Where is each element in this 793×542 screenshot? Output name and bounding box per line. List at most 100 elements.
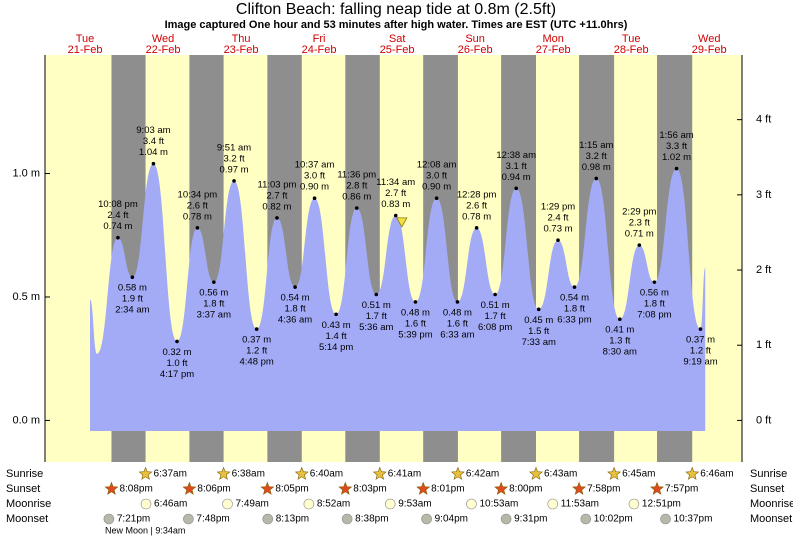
y2-tick-label: 1 ft <box>756 339 771 351</box>
extreme-label: 3.4 ft <box>143 136 164 147</box>
event-time: 10:53am <box>479 499 518 510</box>
extreme-label: 3.1 ft <box>506 161 527 172</box>
moonset-icon <box>500 513 512 525</box>
moonrise-icon <box>547 498 559 510</box>
day-name: Tue <box>76 33 95 45</box>
event-time: 6:46am <box>700 469 733 480</box>
extreme-label: 1:15 am <box>579 140 613 151</box>
extreme-label: 1.3 ft <box>609 336 630 347</box>
extreme-label: 0.90 m <box>422 182 451 193</box>
extreme-label: 3.0 ft <box>426 171 447 182</box>
row-label: Sunset <box>750 483 784 495</box>
row-label: Moonrise <box>750 498 793 510</box>
event-time: 6:42am <box>466 469 499 480</box>
extreme-label: 9:19 am <box>683 357 717 368</box>
moonrise-icon <box>384 498 396 510</box>
extreme-point <box>572 285 577 289</box>
extreme-label: 10:34 pm <box>178 189 218 200</box>
extreme-label: 0.54 m <box>560 293 589 304</box>
event-time: 8:05pm <box>275 484 308 495</box>
day-date: 21-Feb <box>68 44 103 56</box>
extreme-label: 3:37 am <box>197 310 231 321</box>
extreme-label: 2.4 ft <box>107 210 128 221</box>
event-time: 6:38am <box>232 469 265 480</box>
extreme-label: 0.56 m <box>199 288 228 299</box>
moon-phase-note: New Moon | 9:34am <box>105 525 185 535</box>
extreme-label: 0.98 m <box>582 162 611 173</box>
extreme-label: 12:28 pm <box>457 189 497 200</box>
sun-icon <box>450 466 465 480</box>
day-name: Sun <box>465 33 485 45</box>
day-name: Thu <box>232 33 251 45</box>
y2-tick-label: 2 ft <box>756 264 771 276</box>
extreme-label: 0.74 m <box>103 221 132 232</box>
extreme-label: 8:30 am <box>603 347 637 358</box>
event-time: 8:06pm <box>197 484 230 495</box>
y-tick-label: 1.0 m <box>12 167 40 179</box>
extreme-label: 1.6 ft <box>405 318 426 329</box>
extreme-label: 6:33 pm <box>557 315 591 326</box>
event-time: 10:02pm <box>594 514 633 525</box>
event-time: 7:48pm <box>196 514 229 525</box>
sun-icon <box>138 466 153 480</box>
extreme-label: 0.71 m <box>625 229 654 240</box>
extreme-label: 2.7 ft <box>266 190 287 201</box>
extreme-point <box>275 216 279 220</box>
chart-subtitle: Image captured One hour and 53 minutes a… <box>165 19 628 31</box>
extreme-label: 1.04 m <box>139 147 168 158</box>
extreme-label: 5:36 am <box>359 322 393 333</box>
extreme-label: 2:34 am <box>115 305 149 316</box>
extreme-label: 2.6 ft <box>466 200 487 211</box>
sun-icon <box>372 466 387 480</box>
extreme-label: 2.4 ft <box>547 213 568 224</box>
extreme-label: 1.0 ft <box>166 358 187 369</box>
event-time: 6:37am <box>154 469 187 480</box>
event-time: 6:46am <box>154 499 187 510</box>
event-time: 8:38pm <box>355 514 388 525</box>
day-date: 28-Feb <box>614 44 649 56</box>
extreme-label: 0.58 m <box>118 283 147 294</box>
extreme-label: 3.2 ft <box>586 151 607 162</box>
extreme-label: 0.37 m <box>686 335 715 346</box>
extreme-label: 2.8 ft <box>346 181 367 192</box>
event-time: 6:40am <box>310 469 343 480</box>
extreme-point <box>232 179 236 183</box>
extreme-label: 0.43 m <box>322 320 351 331</box>
extreme-label: 9:03 am <box>136 125 170 136</box>
event-time: 7:49am <box>235 499 268 510</box>
event-time: 8:03pm <box>353 484 386 495</box>
row-label: Sunrise <box>750 468 787 480</box>
y2-tick-label: 3 ft <box>756 189 771 201</box>
extreme-point <box>212 280 216 284</box>
sun-icon <box>104 481 119 495</box>
event-time: 9:04pm <box>435 514 468 525</box>
event-time: 7:57pm <box>665 484 698 495</box>
y-tick-label: 0.0 m <box>12 414 40 426</box>
event-time: 7:58pm <box>587 484 620 495</box>
extreme-point <box>130 275 135 280</box>
extreme-label: 2.7 ft <box>385 188 406 199</box>
extreme-point <box>334 312 338 317</box>
row-label: Moonset <box>750 513 792 525</box>
extreme-label: 0.41 m <box>605 325 634 336</box>
event-time: 8:08pm <box>119 484 152 495</box>
extreme-label: 0.78 m <box>183 211 212 222</box>
event-time: 6:43am <box>544 469 577 480</box>
extreme-label: 1:56 am <box>659 130 693 141</box>
extreme-label: 0.56 m <box>640 288 669 299</box>
extreme-label: 0.51 m <box>481 300 510 311</box>
moonset-icon <box>580 513 592 525</box>
extreme-point <box>637 243 642 247</box>
extreme-label: 0.51 m <box>362 300 391 311</box>
moonrise-icon <box>222 498 233 510</box>
sun-icon <box>416 481 431 495</box>
extreme-label: 6:33 am <box>440 329 474 340</box>
extreme-label: 3.3 ft <box>666 141 687 152</box>
extreme-label: 7:33 am <box>522 337 556 348</box>
extreme-label: 3.0 ft <box>304 171 325 182</box>
event-time: 9:31pm <box>514 514 547 525</box>
extreme-label: 0.54 m <box>281 293 310 304</box>
extreme-label: 0.73 m <box>543 224 572 235</box>
extreme-label: 6:08 pm <box>478 322 512 333</box>
y2-tick-label: 4 ft <box>756 114 771 126</box>
